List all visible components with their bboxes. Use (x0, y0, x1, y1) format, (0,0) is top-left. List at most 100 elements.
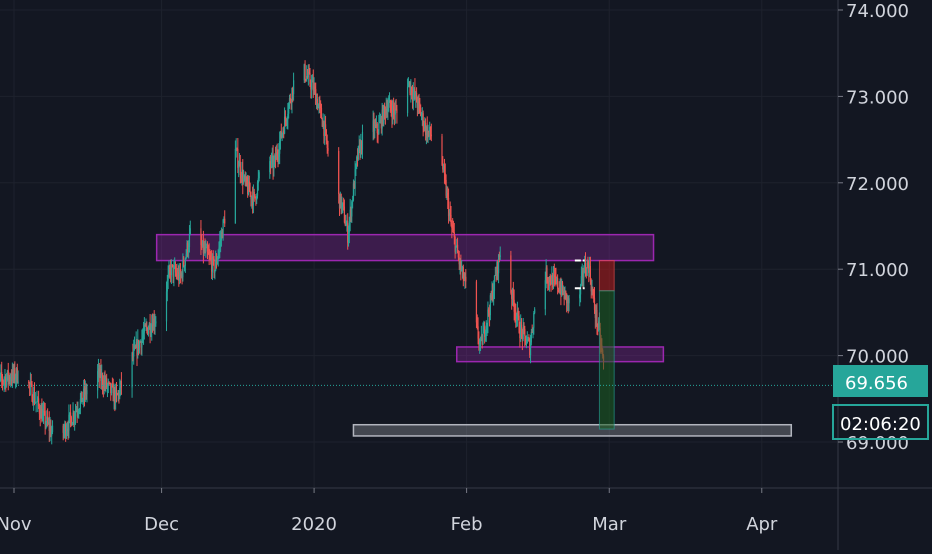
candle (595, 304, 597, 327)
zone-box[interactable] (456, 346, 665, 363)
candle (394, 100, 396, 124)
candle (361, 124, 364, 159)
candle (359, 139, 361, 160)
candle (488, 307, 490, 317)
candle (448, 209, 450, 221)
candle-body (223, 218, 225, 221)
candle (38, 403, 41, 421)
candle (585, 267, 587, 279)
candle (114, 386, 116, 412)
last-price-badge-bg (833, 365, 928, 397)
candle-body (532, 327, 534, 332)
candle-body (447, 193, 449, 198)
candle (274, 146, 277, 169)
candle-body (346, 223, 348, 225)
zone-box[interactable] (155, 233, 655, 262)
candle (424, 117, 426, 132)
candle-body (545, 267, 547, 281)
candle-body (220, 239, 222, 242)
candle-body (559, 288, 561, 292)
candle-body (118, 392, 120, 397)
candle-body (82, 398, 84, 403)
zone-box[interactable] (352, 423, 793, 437)
candle-body (6, 377, 8, 386)
candle-body (48, 422, 50, 431)
candle (188, 240, 190, 259)
candle-body (106, 385, 109, 387)
candle (322, 113, 324, 129)
candle (78, 407, 81, 415)
time-axis[interactable]: Nov Dec 2020 Feb Mar Apr (0, 488, 778, 535)
candle (350, 206, 352, 223)
candle-body (30, 382, 32, 384)
candle-body (140, 341, 142, 348)
candle (312, 69, 314, 98)
candle (203, 240, 205, 257)
candle (553, 263, 555, 287)
candle (10, 373, 12, 388)
candle (311, 74, 313, 99)
candle (409, 81, 411, 96)
candle-body (584, 262, 586, 273)
candle-body (310, 83, 312, 90)
candle-body (102, 385, 104, 389)
candle-body (32, 401, 34, 404)
target-zone[interactable] (598, 290, 615, 430)
candle (531, 324, 533, 333)
price-axis[interactable]: 74.000 73.000 72.000 71.000 70.000 69.000 (838, 1, 909, 454)
candle (414, 78, 416, 100)
last-price-label: 69.656 (845, 373, 908, 394)
candle (521, 328, 523, 351)
candle (517, 307, 519, 321)
candle (155, 316, 157, 327)
candle-body (240, 175, 242, 179)
candle-body (454, 236, 456, 253)
candle (288, 94, 291, 109)
candle-body (97, 371, 99, 391)
candle-body (406, 86, 409, 114)
candle (547, 276, 550, 291)
candle (138, 340, 141, 354)
candle-body (205, 247, 207, 252)
candle-body (478, 338, 480, 344)
stop-zone[interactable] (598, 260, 615, 292)
candle-body (598, 321, 600, 328)
candle (221, 228, 223, 239)
candle (0, 372, 1, 383)
candle-body (520, 324, 522, 339)
candle-body (423, 127, 425, 129)
y-tick-label: 70.000 (846, 347, 909, 368)
candle (415, 91, 417, 108)
candle-body (593, 297, 596, 310)
candle-body (37, 398, 39, 402)
candle-body (107, 382, 109, 386)
candle (40, 403, 42, 419)
short-position-tool[interactable] (598, 260, 615, 430)
candle-body (186, 243, 188, 255)
candle-body (286, 119, 288, 122)
candle (105, 375, 107, 393)
candle-body (450, 214, 452, 225)
candle-body (531, 331, 533, 333)
candle-body (283, 130, 285, 134)
candle-body (65, 424, 67, 436)
level-markers[interactable] (574, 259, 585, 290)
candle-body (40, 408, 42, 419)
candle-body (65, 431, 68, 436)
candle-body (165, 291, 168, 322)
candle-body (523, 327, 525, 329)
candle (512, 281, 514, 307)
candle-body (414, 89, 416, 97)
candle-body (0, 374, 1, 377)
candle-body (344, 222, 346, 226)
candle-body (279, 131, 282, 142)
candle-body (461, 269, 463, 271)
candle-body (326, 140, 328, 148)
candle-body (72, 412, 74, 423)
candle-body (387, 107, 389, 113)
candle (530, 328, 532, 346)
candle-body (292, 80, 295, 95)
candle (208, 243, 210, 266)
candle-body (70, 417, 72, 426)
